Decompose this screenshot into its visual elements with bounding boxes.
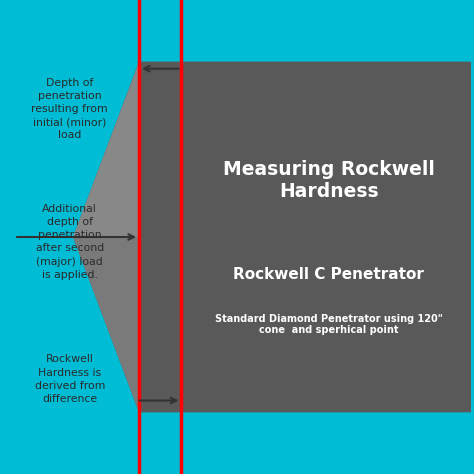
Text: Depth of
penetration
resulting from
initial (minor)
load: Depth of penetration resulting from init… [31, 78, 108, 140]
Polygon shape [73, 62, 139, 237]
Text: Rockwell C Penetrator: Rockwell C Penetrator [233, 267, 424, 283]
Text: Measuring Rockwell
Hardness: Measuring Rockwell Hardness [223, 160, 435, 201]
Polygon shape [73, 62, 474, 412]
Polygon shape [73, 237, 139, 412]
Text: Rockwell
Hardness is
derived from
difference: Rockwell Hardness is derived from differ… [35, 355, 105, 404]
Text: Standard Diamond Penetrator using 120"
cone  and sperhical point: Standard Diamond Penetrator using 120" c… [215, 314, 443, 336]
Text: Additional
depth of
penetration
after second
(major) load
is applied.: Additional depth of penetration after se… [36, 204, 104, 280]
